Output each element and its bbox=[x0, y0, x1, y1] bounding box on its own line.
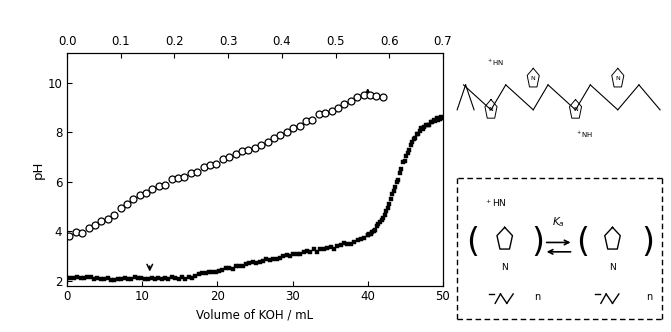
Y-axis label: pH: pH bbox=[32, 160, 44, 179]
Text: $($: $($ bbox=[576, 225, 588, 260]
Text: N: N bbox=[573, 107, 578, 112]
Text: n: n bbox=[534, 292, 541, 302]
Text: $K_a$: $K_a$ bbox=[552, 215, 565, 229]
X-axis label: Volume of KOH / mL: Volume of KOH / mL bbox=[197, 309, 313, 322]
Text: $)$: $)$ bbox=[641, 225, 654, 260]
Text: $)$: $)$ bbox=[531, 225, 544, 260]
Text: $^+$NH: $^+$NH bbox=[575, 129, 593, 140]
Text: $($: $($ bbox=[466, 225, 478, 260]
Text: N: N bbox=[488, 107, 493, 112]
Text: N: N bbox=[615, 76, 620, 81]
Text: N: N bbox=[531, 76, 535, 81]
Text: N: N bbox=[501, 263, 508, 272]
Text: $^+$HN: $^+$HN bbox=[484, 198, 507, 209]
Text: N: N bbox=[609, 263, 616, 272]
Text: $^+$HN: $^+$HN bbox=[486, 58, 504, 68]
Text: n: n bbox=[646, 292, 653, 302]
